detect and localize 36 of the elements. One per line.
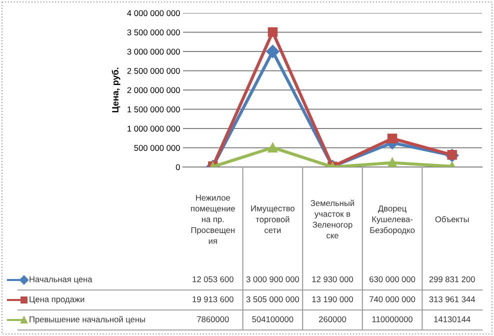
point [387,158,398,167]
x-tick-label: Объекты [435,216,469,222]
data-label: 14130144 [434,316,470,322]
y-tick-label: 3 000 000 000 [127,48,180,55]
data-label: 260000 [319,316,346,322]
data-label: 12 930 000 [312,276,354,282]
y-tick-label: 3 500 000 000 [127,29,180,36]
legend-label: Превышение начальной цены [30,316,145,324]
data-label: 740 000 000 [370,296,416,302]
legend-label: Цена продажи [30,296,84,304]
y-axis-title: Цена, руб. [112,68,120,112]
data-label: 313 961 344 [429,296,476,302]
y-tick-label: 1 000 000 000 [128,126,180,132]
data-label: 504100000 [252,316,294,322]
data-label: 12 053 600 [192,276,234,282]
legend-label: Начальная цена [30,276,92,284]
y-tick-label: 1 500 000 000 [128,106,180,112]
x-tick-label: Земельный участок в Зеленогорске [310,200,354,238]
data-label: 110000000 [372,316,413,322]
data-label: 299 831 200 [429,276,475,282]
point [268,27,278,37]
data-label: 19 913 600 [192,296,234,302]
data-label: 3 505 000 000 [246,296,300,302]
y-tick-label: 2 000 000 000 [127,87,180,94]
data-label: 630 000 000 [370,276,416,282]
x-tick-label: Имущество торговой сети [251,206,295,234]
y-tick-label: 500 000 000 [134,144,180,151]
y-tick-label: 0 [176,164,180,170]
data-label: 3 000 900 000 [246,276,300,282]
y-tick-label: 4 000 000 000 [127,10,180,16]
x-tick-label: Нежилое помещение на пр. Просвещения [191,194,235,244]
data-label: 7860000 [197,316,229,322]
data-label: 13 190 000 [312,296,354,302]
point [266,44,280,58]
y-tick-label: 2 500 000 000 [127,68,180,74]
x-tick-label: Дворец Кушелева-Безбородко [370,206,415,235]
